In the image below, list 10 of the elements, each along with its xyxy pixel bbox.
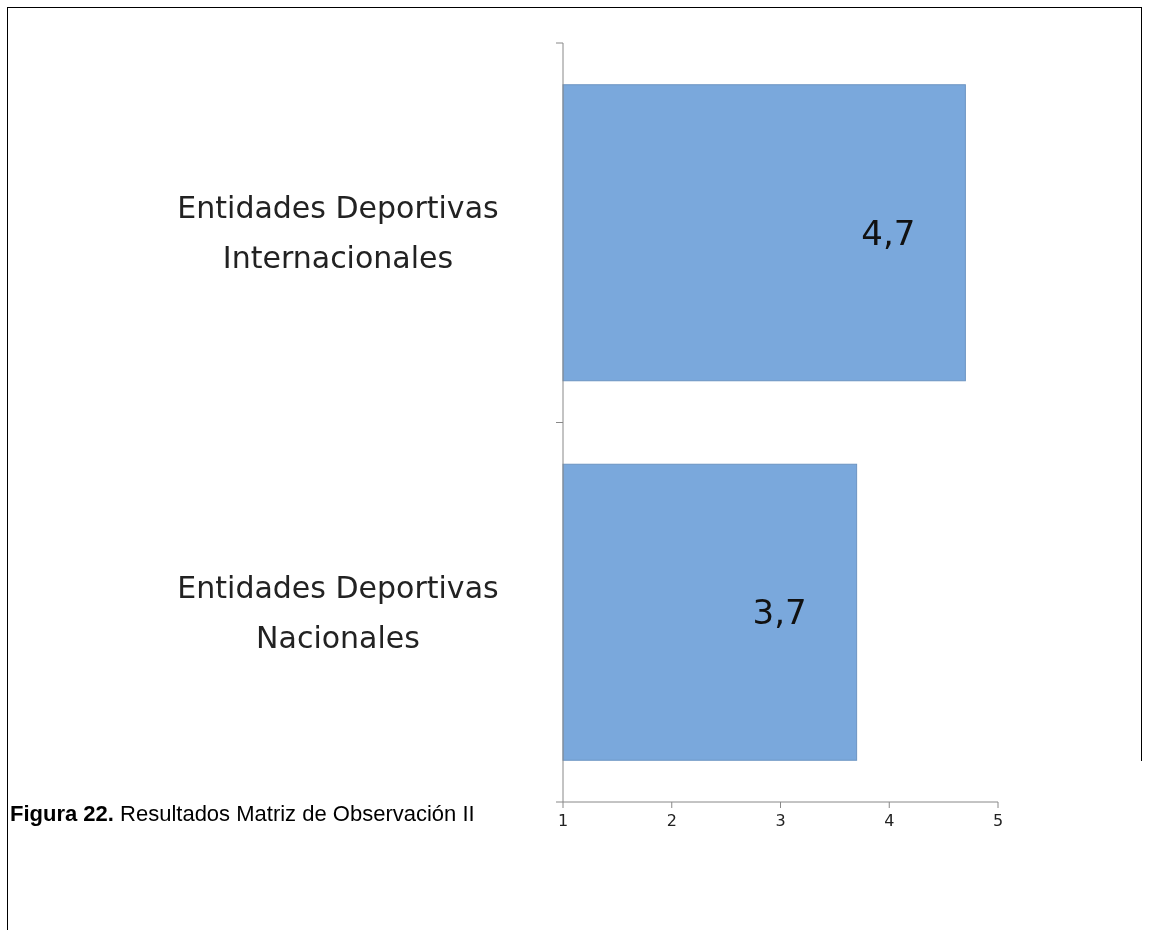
x-tick-label: 1 bbox=[557, 811, 569, 830]
x-tick-label: 2 bbox=[666, 811, 677, 830]
y-tick-label: Entidades Deportivas Internacionales bbox=[177, 190, 499, 276]
x-tick-label: 3 bbox=[775, 811, 786, 830]
data-label: 4,7 bbox=[861, 212, 916, 253]
y-tick-label: Entidades Deportivas Nacionales bbox=[177, 569, 499, 655]
x-tick-label: 4 bbox=[884, 811, 895, 830]
data-label: 3,7 bbox=[752, 592, 807, 633]
text: Figura 22. Resultados Matriz de Observación II bbox=[10, 801, 475, 826]
x-tick-label: 5 bbox=[992, 811, 1004, 830]
